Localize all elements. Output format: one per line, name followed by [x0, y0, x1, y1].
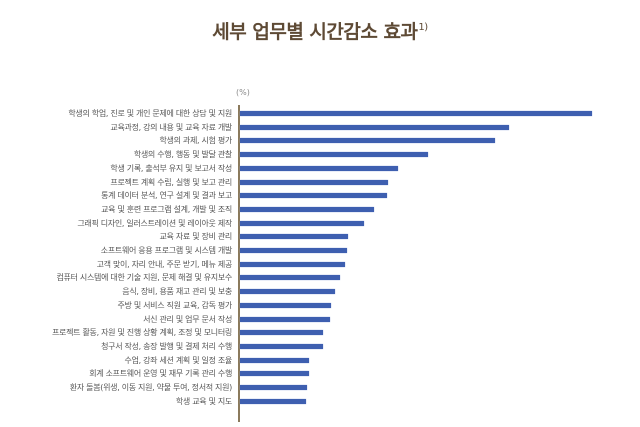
bar: [240, 398, 306, 404]
bar-row: 통계 데이터 분석, 연구 설계 및 결과 보고: [0, 189, 640, 202]
category-label: 컴퓨터 시스템에 대한 기술 지원, 문제 해결 및 유지보수: [56, 273, 232, 283]
bar-row: 학생 교육 및 지도: [0, 395, 640, 408]
category-label: 교육 및 훈련 프로그램 설계, 개발 및 조직: [101, 204, 232, 214]
bar: [240, 248, 347, 253]
category-label: 회계 소프트웨어 운영 및 재무 기록 관리 수행: [89, 369, 232, 379]
bar-row: 서신 관리 및 업무 문서 작성: [0, 313, 640, 326]
category-label: 학생의 수행, 행동 및 발달 관찰: [133, 150, 232, 160]
bar: [240, 289, 335, 295]
bar-row: 교육 자료 및 장비 관리: [0, 230, 640, 243]
category-label: 프로젝트 계획 수립, 실행 및 보고 관리: [110, 177, 232, 187]
category-label: 서신 관리 및 업무 문서 작성: [143, 314, 232, 324]
category-label: 학생의 과제, 시험 평가: [159, 136, 232, 146]
bar-row: 프로젝트 계획 수립, 실행 및 보고 관리: [0, 176, 640, 189]
bar: [240, 330, 323, 336]
bar: [240, 357, 309, 363]
bar: [240, 234, 348, 240]
bar: [240, 275, 340, 281]
bar: [240, 343, 323, 349]
bar-row: 학생 기록, 출석부 유지 및 보고서 작성: [0, 162, 640, 175]
category-label: 학생 교육 및 지도: [175, 396, 232, 406]
bar: [240, 206, 374, 212]
category-label: 그래픽 디자인, 일러스트레이션 및 레이아웃 제작: [77, 218, 232, 228]
category-label: 수업, 강좌 세션 계획 및 일정 조율: [124, 355, 233, 365]
bar-row: 교육과정, 강의 내용 및 교육 자료 개발: [0, 121, 640, 134]
bar: [240, 193, 387, 199]
bar-row: 환자 돌봄(위생, 이동 지원, 약물 투여, 정서적 지원): [0, 381, 640, 394]
category-label: 고객 맞이, 자리 안내, 주문 받기, 메뉴 제공: [96, 259, 233, 269]
bar: [240, 220, 364, 226]
category-label: 청구서 작성, 송장 발행 및 결제 처리 수행: [101, 341, 232, 351]
bar: [240, 138, 495, 144]
bar: [240, 165, 398, 171]
bar-row: 주방 및 서비스 직원 교육, 감독 평가: [0, 299, 640, 312]
bar-row: 소프트웨어 응용 프로그램 및 시스템 개발: [0, 244, 640, 257]
bar-row: 회계 소프트웨어 운영 및 재무 기록 관리 수행: [0, 367, 640, 380]
title-footnote-marker: 1): [418, 22, 428, 33]
category-label: 학생의 학업, 진로 및 개인 문제에 대한 상담 및 지원: [68, 109, 232, 118]
bar-row: 프로젝트 활동, 자원 및 진행 상황 계획, 조정 및 모니터링: [0, 326, 640, 339]
bar-row: 컴퓨터 시스템에 대한 기술 지원, 문제 해결 및 유지보수: [0, 271, 640, 284]
bar: [240, 302, 331, 308]
bar-row: 학생의 학업, 진로 및 개인 문제에 대한 상담 및 지원: [0, 107, 640, 120]
category-label: 주방 및 서비스 직원 교육, 감독 평가: [117, 300, 232, 310]
bar-row: 음식, 장비, 용품 재고 관리 및 보충: [0, 285, 640, 298]
category-label: 음식, 장비, 용품 재고 관리 및 보충: [122, 287, 232, 297]
category-label: 환자 돌봄(위생, 이동 지원, 약물 투여, 정서적 지원): [69, 383, 233, 392]
bar: [240, 371, 309, 377]
category-label: 교육과정, 강의 내용 및 교육 자료 개발: [110, 122, 232, 132]
category-label: 통계 데이터 분석, 연구 설계 및 결과 보고: [101, 191, 232, 201]
category-label: 소프트웨어 응용 프로그램 및 시스템 개발: [100, 246, 233, 255]
bar-row: 교육 및 훈련 프로그램 설계, 개발 및 조직: [0, 203, 640, 216]
category-label: 프로젝트 활동, 자원 및 진행 상황 계획, 조정 및 모니터링: [52, 328, 232, 338]
category-label: 학생 기록, 출석부 유지 및 보고서 작성: [110, 163, 232, 173]
bar: [240, 124, 509, 130]
bar: [240, 261, 345, 267]
bar-row: 그래픽 디자인, 일러스트레이션 및 레이아웃 제작: [0, 217, 640, 230]
bar: [240, 385, 307, 390]
chart-title: 세부 업무별 시간감소 효과1): [212, 21, 428, 43]
bar: [240, 179, 388, 185]
bar: [240, 316, 330, 322]
category-label: 교육 자료 및 장비 관리: [159, 232, 232, 242]
bar-row: 학생의 수행, 행동 및 발달 관찰: [0, 148, 640, 161]
bar-row: 청구서 작성, 송장 발행 및 결제 처리 수행: [0, 340, 640, 353]
bar-row: 수업, 강좌 세션 계획 및 일정 조율: [0, 354, 640, 367]
bar: [240, 152, 428, 158]
bar-row: 고객 맞이, 자리 안내, 주문 받기, 메뉴 제공: [0, 258, 640, 271]
bar: [240, 111, 592, 116]
y-axis-line: [238, 105, 240, 422]
unit-label: (%): [236, 88, 250, 97]
bar-row: 학생의 과제, 시험 평가: [0, 134, 640, 147]
